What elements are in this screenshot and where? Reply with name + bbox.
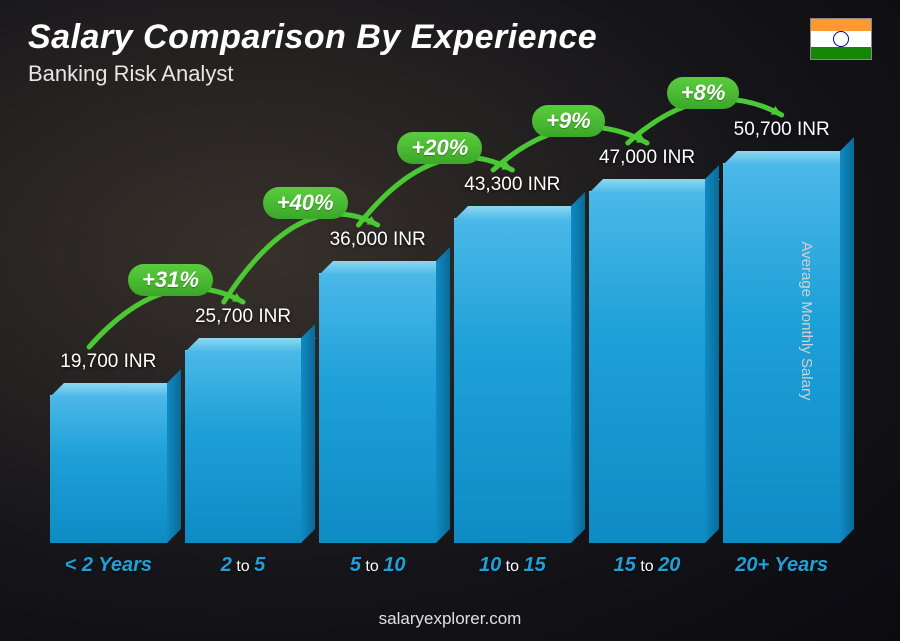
bar [319, 273, 436, 543]
bar-value-label: 36,000 INR [330, 229, 426, 251]
y-axis-label: Average Monthly Salary [798, 241, 815, 400]
flag-stripe-top [811, 19, 871, 31]
bar-value-label: 25,700 INR [195, 306, 291, 328]
bar [589, 191, 706, 543]
bar-value-label: 19,700 INR [60, 351, 156, 373]
chakra-icon [833, 31, 849, 47]
bars-container: 19,700 INR< 2 Years25,700 INR2 to 536,00… [50, 110, 840, 543]
growth-badge: +40% [263, 187, 348, 219]
growth-badge: +31% [128, 264, 213, 296]
bar-value-label: 50,700 INR [734, 119, 830, 141]
bar-category-label: 10 to 15 [479, 554, 546, 577]
bar [185, 350, 302, 543]
growth-value: +9% [532, 105, 605, 137]
bar-group: 25,700 INR2 to 5 [185, 306, 302, 543]
flag-stripe-bottom [811, 47, 871, 59]
bar-category-label: 2 to 5 [221, 554, 265, 577]
header: Salary Comparison By Experience Banking … [28, 18, 872, 87]
bar-category-label: 20+ Years [735, 554, 828, 577]
bar-group: 19,700 INR< 2 Years [50, 351, 167, 543]
flag-stripe-mid [811, 31, 871, 47]
bar-category-label: 5 to 10 [350, 554, 406, 577]
bar-group: 50,700 INR20+ Years [723, 119, 840, 543]
growth-badge: +20% [397, 132, 482, 164]
salary-chart: 19,700 INR< 2 Years25,700 INR2 to 536,00… [50, 110, 840, 581]
bar-value-label: 47,000 INR [599, 147, 695, 169]
bar [723, 163, 840, 543]
bar [454, 218, 571, 543]
bar [50, 395, 167, 543]
page-subtitle: Banking Risk Analyst [28, 61, 872, 87]
bar-group: 36,000 INR5 to 10 [319, 229, 436, 543]
bar-group: 47,000 INR15 to 20 [589, 147, 706, 543]
bar-category-label: 15 to 20 [614, 554, 681, 577]
growth-value: +40% [263, 187, 348, 219]
footer-source: salaryexplorer.com [0, 609, 900, 629]
growth-badge: +9% [532, 105, 605, 137]
country-flag-icon [810, 18, 872, 60]
page-title: Salary Comparison By Experience [28, 18, 872, 57]
bar-group: 43,300 INR10 to 15 [454, 174, 571, 543]
bar-category-label: < 2 Years [65, 554, 152, 577]
bar-value-label: 43,300 INR [464, 174, 560, 196]
growth-value: +31% [128, 264, 213, 296]
growth-value: +20% [397, 132, 482, 164]
